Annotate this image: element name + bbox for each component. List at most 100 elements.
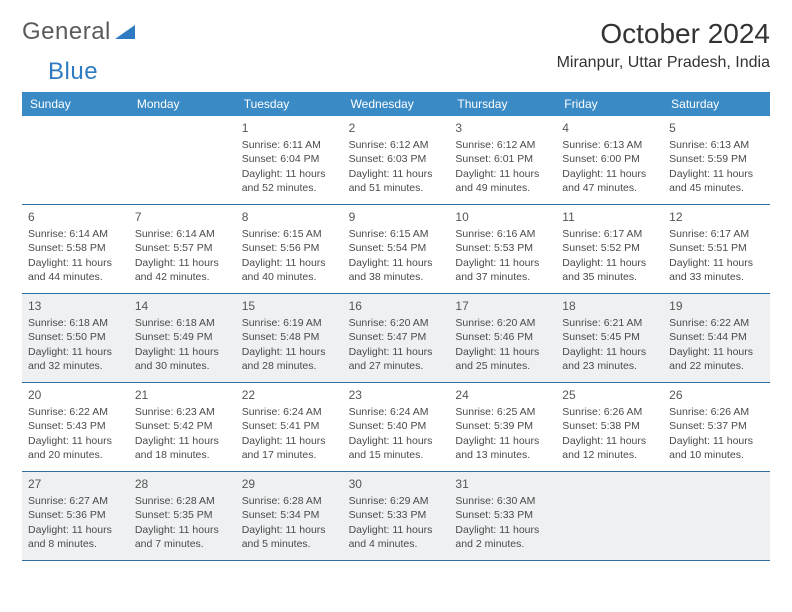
day-number: 31 xyxy=(455,476,550,492)
day-number: 20 xyxy=(28,387,123,403)
day-cell: 23Sunrise: 6:24 AMSunset: 5:40 PMDayligh… xyxy=(343,383,450,471)
day-cell: 7Sunrise: 6:14 AMSunset: 5:57 PMDaylight… xyxy=(129,205,236,293)
day-cell: 5 Sunrise: 6:13 AMSunset: 5:59 PMDaylight… xyxy=(663,116,770,204)
day-cell: 19 Sunrise: 6:22 AMSunset: 5:44 PMDayligh… xyxy=(663,294,770,382)
day-details: Sunrise: 6:12 AMSunset: 6:03 PMDaylight:… xyxy=(349,138,444,195)
day-details: Sunrise: 6:13 AMSunset: 6:00 PMDaylight:… xyxy=(562,138,657,195)
day-number: 8 xyxy=(242,209,337,225)
calendar-page: General October 2024 Miranpur, Uttar Pra… xyxy=(0,0,792,579)
day-number: 6 xyxy=(28,209,123,225)
day-details: Sunrise: 6:29 AMSunset: 5:33 PMDaylight:… xyxy=(349,494,444,551)
day-number: 24 xyxy=(455,387,550,403)
day-details: Sunrise: 6:18 AMSunset: 5:49 PMDaylight:… xyxy=(135,316,230,373)
day-cell: 9 Sunrise: 6:15 AMSunset: 5:54 PMDaylight… xyxy=(343,205,450,293)
day-number: 27 xyxy=(28,476,123,492)
title-block: October 2024 Miranpur, Uttar Pradesh, In… xyxy=(557,18,770,72)
brand-name-b: Blue xyxy=(48,58,98,86)
day-cell: 22 Sunrise: 6:24 AMSunset: 5:41 PMDayligh… xyxy=(236,383,343,471)
day-details: Sunrise: 6:23 AMSunset: 5:42 PMDaylight:… xyxy=(135,405,230,462)
day-details: Sunrise: 6:28 AMSunset: 5:34 PMDaylight:… xyxy=(242,494,337,551)
day-cell: 26 Sunrise: 6:26 AMSunset: 5:37 PMDayligh… xyxy=(663,383,770,471)
day-number: 10 xyxy=(455,209,550,225)
day-details: Sunrise: 6:17 AMSunset: 5:51 PMDaylight:… xyxy=(669,227,764,284)
weeks-container: 1Sunrise: 6:11 AMSunset: 6:04 PMDaylight… xyxy=(22,116,770,561)
day-cell: 28 Sunrise: 6:28 AMSunset: 5:35 PMDayligh… xyxy=(129,472,236,560)
day-cell: 10 Sunrise: 6:16 AMSunset: 5:53 PMDayligh… xyxy=(449,205,556,293)
calendar-grid: SundayMondayTuesdayWednesdayThursdayFrid… xyxy=(22,92,770,561)
day-cell: 13Sunrise: 6:18 AMSunset: 5:50 PMDayligh… xyxy=(22,294,129,382)
dow-tuesday: Tuesday xyxy=(236,92,343,116)
week-row: 13Sunrise: 6:18 AMSunset: 5:50 PMDayligh… xyxy=(22,294,770,383)
day-number: 12 xyxy=(669,209,764,225)
day-number: 3 xyxy=(455,120,550,136)
day-number: 4 xyxy=(562,120,657,136)
day-details: Sunrise: 6:13 AMSunset: 5:59 PMDaylight:… xyxy=(669,138,764,195)
brand-logo: General xyxy=(22,18,137,46)
day-details: Sunrise: 6:21 AMSunset: 5:45 PMDaylight:… xyxy=(562,316,657,373)
dow-monday: Monday xyxy=(129,92,236,116)
day-cell: 29 Sunrise: 6:28 AMSunset: 5:34 PMDayligh… xyxy=(236,472,343,560)
day-number: 22 xyxy=(242,387,337,403)
day-details: Sunrise: 6:16 AMSunset: 5:53 PMDaylight:… xyxy=(455,227,550,284)
day-cell-empty xyxy=(22,116,129,204)
day-details: Sunrise: 6:24 AMSunset: 5:40 PMDaylight:… xyxy=(349,405,444,462)
day-details: Sunrise: 6:22 AMSunset: 5:44 PMDaylight:… xyxy=(669,316,764,373)
day-number: 29 xyxy=(242,476,337,492)
day-number: 11 xyxy=(562,209,657,225)
day-number: 28 xyxy=(135,476,230,492)
day-details: Sunrise: 6:25 AMSunset: 5:39 PMDaylight:… xyxy=(455,405,550,462)
day-cell-empty xyxy=(556,472,663,560)
day-cell: 2Sunrise: 6:12 AMSunset: 6:03 PMDaylight… xyxy=(343,116,450,204)
day-cell: 24 Sunrise: 6:25 AMSunset: 5:39 PMDayligh… xyxy=(449,383,556,471)
day-cell: 4 Sunrise: 6:13 AMSunset: 6:00 PMDaylight… xyxy=(556,116,663,204)
day-cell: 20Sunrise: 6:22 AMSunset: 5:43 PMDayligh… xyxy=(22,383,129,471)
day-cell: 11 Sunrise: 6:17 AMSunset: 5:52 PMDayligh… xyxy=(556,205,663,293)
day-cell: 8Sunrise: 6:15 AMSunset: 5:56 PMDaylight… xyxy=(236,205,343,293)
day-details: Sunrise: 6:24 AMSunset: 5:41 PMDaylight:… xyxy=(242,405,337,462)
day-cell: 1Sunrise: 6:11 AMSunset: 6:04 PMDaylight… xyxy=(236,116,343,204)
day-cell: 18 Sunrise: 6:21 AMSunset: 5:45 PMDayligh… xyxy=(556,294,663,382)
dow-wednesday: Wednesday xyxy=(343,92,450,116)
day-details: Sunrise: 6:17 AMSunset: 5:52 PMDaylight:… xyxy=(562,227,657,284)
day-cell-empty xyxy=(663,472,770,560)
day-cell: 3Sunrise: 6:12 AMSunset: 6:01 PMDaylight… xyxy=(449,116,556,204)
location-label: Miranpur, Uttar Pradesh, India xyxy=(557,54,770,72)
week-row: 27 Sunrise: 6:27 AMSunset: 5:36 PMDayligh… xyxy=(22,472,770,561)
day-cell: 12 Sunrise: 6:17 AMSunset: 5:51 PMDayligh… xyxy=(663,205,770,293)
day-cell: 16Sunrise: 6:20 AMSunset: 5:47 PMDayligh… xyxy=(343,294,450,382)
brand-name-a: General xyxy=(22,18,111,46)
day-details: Sunrise: 6:26 AMSunset: 5:38 PMDaylight:… xyxy=(562,405,657,462)
dow-thursday: Thursday xyxy=(449,92,556,116)
dow-sunday: Sunday xyxy=(22,92,129,116)
day-number: 5 xyxy=(669,120,764,136)
day-cell-empty xyxy=(129,116,236,204)
week-row: 20Sunrise: 6:22 AMSunset: 5:43 PMDayligh… xyxy=(22,383,770,472)
day-details: Sunrise: 6:20 AMSunset: 5:47 PMDaylight:… xyxy=(349,316,444,373)
day-number: 9 xyxy=(349,209,444,225)
day-cell: 30Sunrise: 6:29 AMSunset: 5:33 PMDayligh… xyxy=(343,472,450,560)
day-cell: 14 Sunrise: 6:18 AMSunset: 5:49 PMDayligh… xyxy=(129,294,236,382)
day-cell: 17Sunrise: 6:20 AMSunset: 5:46 PMDayligh… xyxy=(449,294,556,382)
day-details: Sunrise: 6:19 AMSunset: 5:48 PMDaylight:… xyxy=(242,316,337,373)
day-details: Sunrise: 6:28 AMSunset: 5:35 PMDaylight:… xyxy=(135,494,230,551)
day-cell: 6 Sunrise: 6:14 AMSunset: 5:58 PMDaylight… xyxy=(22,205,129,293)
day-details: Sunrise: 6:15 AMSunset: 5:54 PMDaylight:… xyxy=(349,227,444,284)
day-of-week-header: SundayMondayTuesdayWednesdayThursdayFrid… xyxy=(22,92,770,116)
day-cell: 15Sunrise: 6:19 AMSunset: 5:48 PMDayligh… xyxy=(236,294,343,382)
day-number: 19 xyxy=(669,298,764,314)
day-details: Sunrise: 6:26 AMSunset: 5:37 PMDaylight:… xyxy=(669,405,764,462)
day-details: Sunrise: 6:30 AMSunset: 5:33 PMDaylight:… xyxy=(455,494,550,551)
day-cell: 27 Sunrise: 6:27 AMSunset: 5:36 PMDayligh… xyxy=(22,472,129,560)
day-cell: 31 Sunrise: 6:30 AMSunset: 5:33 PMDayligh… xyxy=(449,472,556,560)
day-details: Sunrise: 6:27 AMSunset: 5:36 PMDaylight:… xyxy=(28,494,123,551)
day-number: 14 xyxy=(135,298,230,314)
day-details: Sunrise: 6:11 AMSunset: 6:04 PMDaylight:… xyxy=(242,138,337,195)
day-details: Sunrise: 6:14 AMSunset: 5:58 PMDaylight:… xyxy=(28,227,123,284)
day-number: 26 xyxy=(669,387,764,403)
week-row: 1Sunrise: 6:11 AMSunset: 6:04 PMDaylight… xyxy=(22,116,770,205)
day-number: 13 xyxy=(28,298,123,314)
day-cell: 25 Sunrise: 6:26 AMSunset: 5:38 PMDayligh… xyxy=(556,383,663,471)
day-number: 18 xyxy=(562,298,657,314)
day-number: 25 xyxy=(562,387,657,403)
month-title: October 2024 xyxy=(557,18,770,50)
